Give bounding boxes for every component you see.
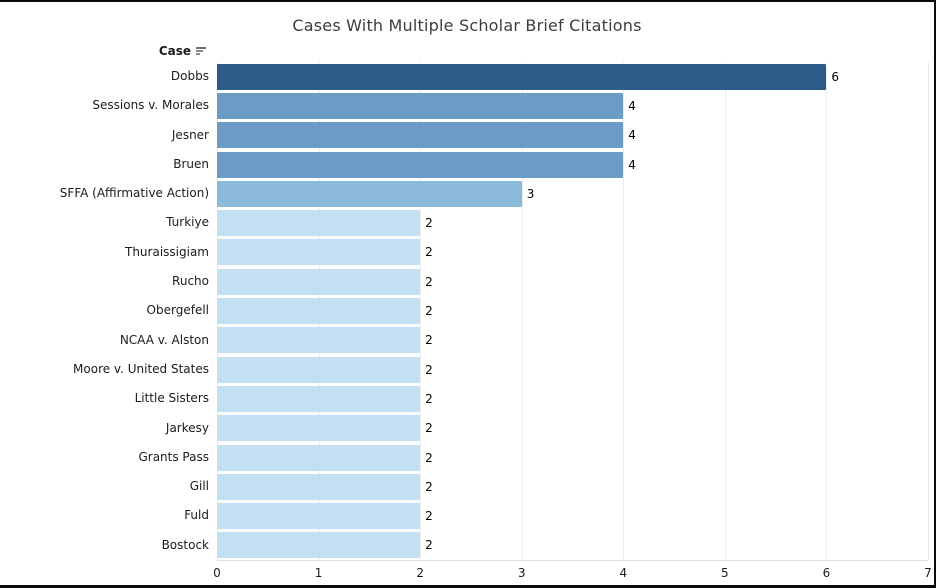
bar-value-label: 2: [425, 391, 433, 406]
x-tick-label: 2: [416, 566, 424, 581]
bar-rows: 6 4 4 4 3 2 2 2 2 2 2 2: [217, 62, 928, 560]
bar[interactable]: [217, 151, 624, 178]
bar[interactable]: [217, 298, 421, 325]
bar-row: 2: [217, 238, 928, 267]
gridline: [826, 62, 828, 561]
bar-row: 2: [217, 531, 928, 560]
gridline: [928, 62, 929, 561]
gridline: [521, 62, 523, 561]
bar-value-label: 2: [425, 216, 433, 231]
bar-value-label: 4: [628, 157, 636, 172]
row-label[interactable]: Thuraissigiam: [125, 244, 209, 259]
x-tick-label: 6: [822, 566, 831, 581]
bar[interactable]: [217, 122, 624, 149]
bar[interactable]: [217, 239, 421, 266]
row-label[interactable]: SFFA (Affirmative Action): [59, 186, 209, 201]
row-label[interactable]: Fuld: [184, 508, 209, 523]
bar[interactable]: [217, 444, 421, 471]
row-label[interactable]: Turkiye: [166, 215, 209, 230]
row-label[interactable]: Rucho: [172, 274, 209, 289]
row-label[interactable]: Moore v. United States: [73, 361, 209, 376]
x-tick-label: 0: [213, 566, 221, 581]
row-label[interactable]: NCAA v. Alston: [119, 332, 209, 347]
bar-value-label: 2: [425, 304, 433, 319]
bar[interactable]: [217, 268, 421, 295]
x-tick-label: 4: [619, 566, 628, 581]
row-label[interactable]: Gill: [189, 479, 209, 494]
x-tick-label: 1: [314, 566, 323, 581]
bar-value-label: 2: [425, 245, 433, 260]
bar[interactable]: [217, 327, 421, 354]
bar-row: 2: [217, 355, 928, 384]
bar-row: 2: [217, 326, 928, 355]
category-labels: Dobbs Sessions v. Morales Jesner Bruen S…: [0, 62, 217, 561]
plot-area: 6 4 4 4 3 2 2 2 2 2 2 2: [217, 62, 929, 562]
row-label[interactable]: Dobbs: [170, 69, 209, 83]
bar-row: 3: [217, 179, 928, 208]
bar[interactable]: [217, 92, 624, 119]
bar-row: 2: [217, 267, 928, 296]
bar-value-label: 4: [628, 98, 636, 113]
bar[interactable]: [217, 356, 421, 383]
row-label[interactable]: Little Sisters: [134, 391, 209, 406]
bar-row: 2: [217, 414, 928, 443]
bar-value-label: 3: [526, 186, 535, 201]
bar-row: 4: [217, 121, 928, 150]
row-label[interactable]: Sessions v. Morales: [92, 98, 209, 113]
case-column-header[interactable]: Case: [0, 44, 217, 58]
bar[interactable]: [217, 415, 421, 442]
row-label[interactable]: Bruen: [173, 156, 209, 171]
x-axis: 0 1 2 3 4 5 6 7: [213, 561, 932, 585]
sort-descending-icon[interactable]: [196, 47, 207, 55]
bar-value-label: 2: [425, 479, 433, 494]
column-header-row: Case: [0, 40, 934, 62]
case-column-header-label: Case: [158, 44, 191, 58]
bar-value-label: 6: [831, 69, 840, 84]
chart-body: Dobbs Sessions v. Morales Jesner Bruen S…: [0, 62, 929, 562]
bar-value-label: 2: [425, 333, 433, 348]
bar[interactable]: [217, 532, 421, 559]
bar[interactable]: [217, 503, 421, 530]
bar-row: 2: [217, 472, 928, 501]
bar-row: 4: [217, 150, 928, 179]
x-tick-label: 7: [924, 566, 932, 581]
x-tick-label: 5: [721, 566, 729, 581]
bar[interactable]: [217, 63, 827, 90]
bar[interactable]: [217, 180, 522, 207]
bar-row: 2: [217, 208, 928, 237]
row-label[interactable]: Obergefell: [146, 303, 209, 318]
x-tick-label: 3: [517, 566, 526, 581]
bar-value-label: 2: [425, 450, 433, 465]
bar-row: 2: [217, 443, 928, 472]
chart-title: Cases With Multiple Scholar Brief Citati…: [292, 16, 642, 35]
bar-row: 2: [217, 501, 928, 530]
bar[interactable]: [217, 385, 421, 412]
row-label[interactable]: Jarkesy: [165, 420, 209, 435]
bar-row: 2: [217, 384, 928, 413]
bar-value-label: 2: [425, 509, 433, 524]
row-label[interactable]: Bostock: [161, 537, 209, 552]
bar-value-label: 2: [425, 362, 433, 377]
row-label[interactable]: Grants Pass: [138, 449, 209, 464]
bar-row: 2: [217, 296, 928, 325]
bar-row: 4: [217, 91, 928, 120]
bar-value-label: 2: [425, 538, 433, 553]
bar-value-label: 2: [425, 421, 433, 436]
gridline: [420, 62, 422, 561]
bar[interactable]: [217, 210, 421, 237]
gridline: [724, 62, 726, 561]
row-label[interactable]: Jesner: [171, 127, 209, 142]
bar-value-label: 4: [628, 128, 636, 143]
bar[interactable]: [217, 473, 421, 500]
gridline: [623, 62, 625, 561]
bar-value-label: 2: [425, 274, 433, 289]
bar-row: 6: [217, 62, 928, 91]
